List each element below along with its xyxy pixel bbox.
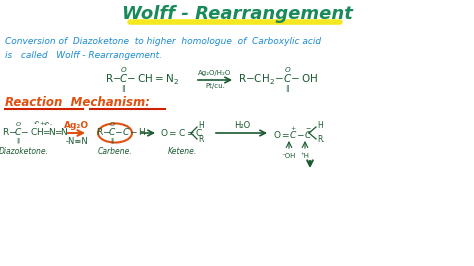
- Text: R$-$CH$_2\!-\!\overset{O}{\underset{\|}{C}}\!-$OH: R$-$CH$_2\!-\!\overset{O}{\underset{\|}{…: [238, 65, 319, 94]
- Text: Conversion of  Diazoketone  to higher  homologue  of  Carboxylic acid: Conversion of Diazoketone to higher homo…: [5, 36, 321, 45]
- Text: Reaction  Mechanism:: Reaction Mechanism:: [5, 97, 150, 110]
- Text: ⁺H: ⁺H: [301, 153, 310, 159]
- Text: is   called   Wolff - Rearrangement.: is called Wolff - Rearrangement.: [5, 52, 162, 60]
- Text: Ag₂O: Ag₂O: [64, 120, 90, 130]
- Text: Ketene.: Ketene.: [167, 148, 197, 156]
- Text: Ag₂O/H₂O: Ag₂O/H₂O: [199, 70, 232, 76]
- Text: ⁻OH: ⁻OH: [282, 153, 296, 159]
- Text: Pt/cu.: Pt/cu.: [205, 83, 225, 89]
- Text: R: R: [198, 135, 203, 144]
- Text: R$-\!\overset{O}{\underset{\|}{C}}\!-$CH$=$N$_2$: R$-\!\overset{O}{\underset{\|}{C}}\!-$CH…: [105, 65, 179, 94]
- Text: H: H: [317, 120, 323, 130]
- Text: Wolff - Rearrangement: Wolff - Rearrangement: [121, 5, 353, 23]
- Text: R$-\!\overset{O}{\underset{\|}{C}}\!-\!\overset{..}{C}\!-$H: R$-\!\overset{O}{\underset{\|}{C}}\!-\!\…: [96, 120, 146, 146]
- Text: R$-\!\overset{O}{\underset{\|}{C}}\!-$CH$\!\!=\!\!$N$\!\!=\!\!$N: R$-\!\overset{O}{\underset{\|}{C}}\!-$CH…: [2, 120, 68, 146]
- Text: Diazoketone.: Diazoketone.: [0, 148, 49, 156]
- Text: $\curvearrowleft$+: $\curvearrowleft$+: [32, 119, 46, 127]
- Text: O$=\!\overset{+}{C}\!-\!\overset{-}{C}$: O$=\!\overset{+}{C}\!-\!\overset{-}{C}$: [273, 124, 312, 142]
- Text: H₂O: H₂O: [234, 122, 250, 131]
- Text: $\curvearrowleft$-: $\curvearrowleft$-: [42, 120, 54, 126]
- Text: Carbene.: Carbene.: [98, 148, 132, 156]
- Text: O$=$C$=$C: O$=$C$=$C: [160, 127, 203, 139]
- Text: -N≡N: -N≡N: [65, 138, 88, 147]
- Text: R.: R.: [317, 135, 325, 144]
- Text: H: H: [198, 120, 204, 130]
